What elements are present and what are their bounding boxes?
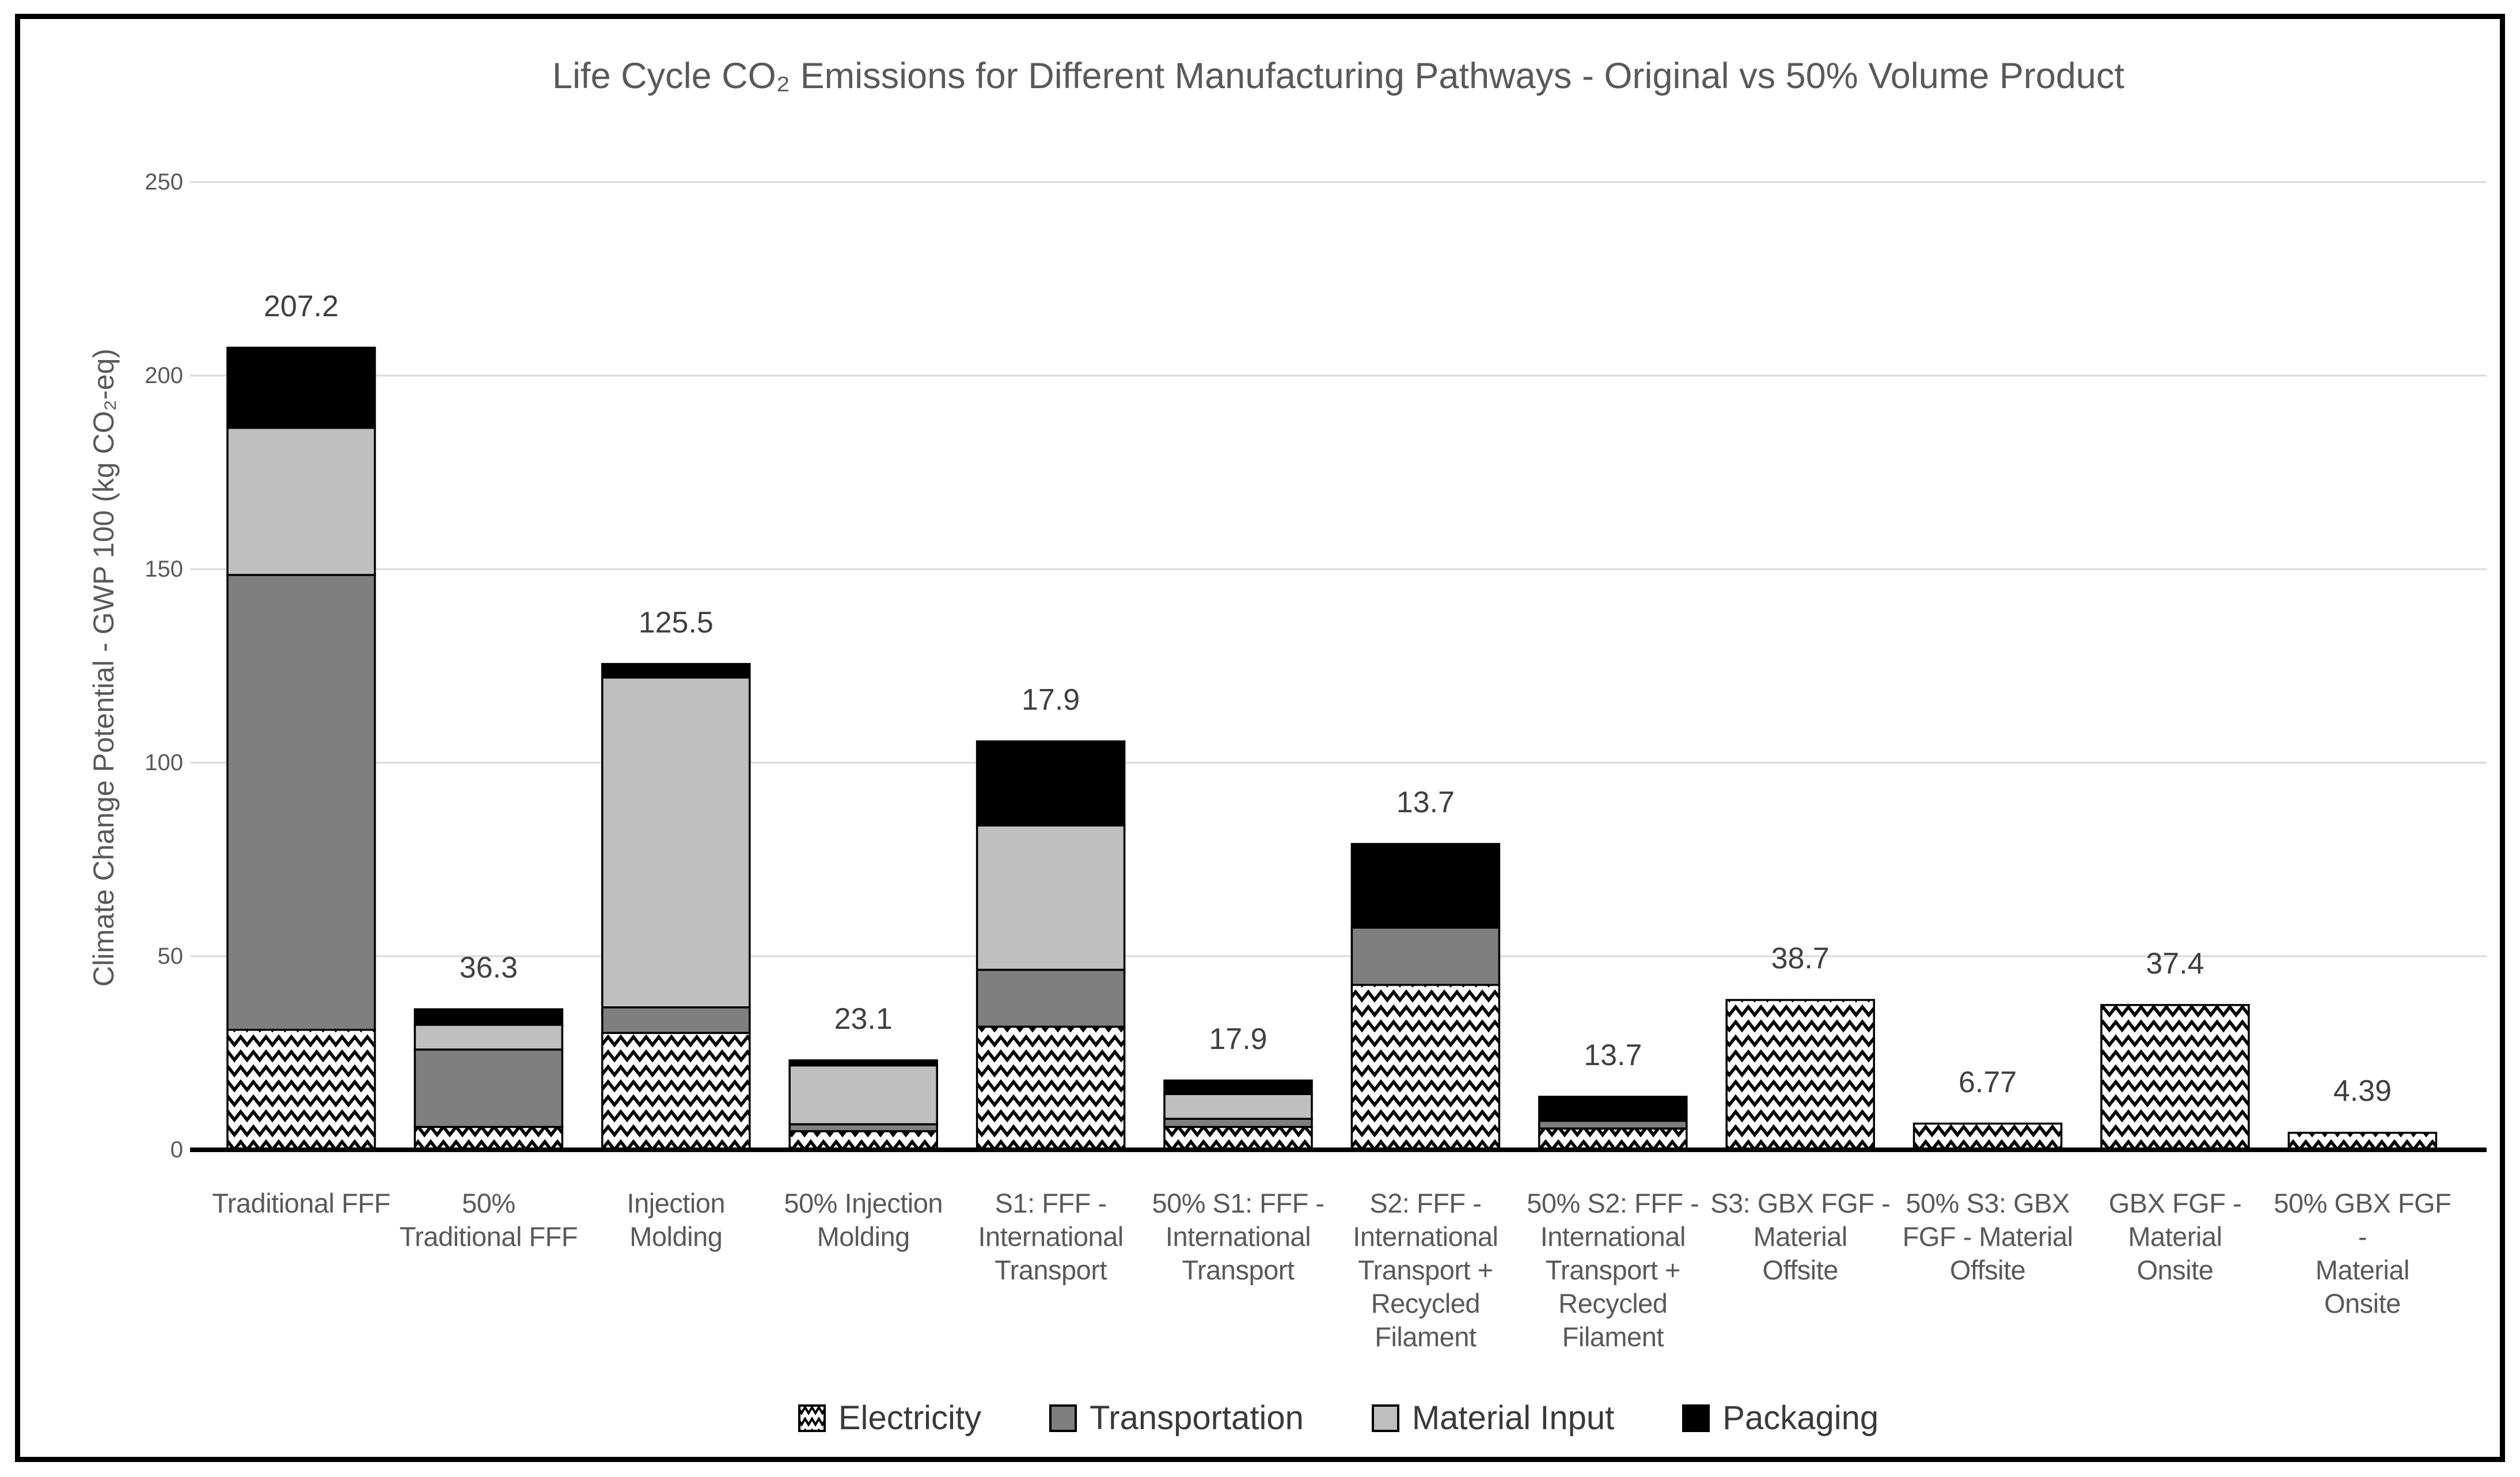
bar-segment-electricity bbox=[1725, 999, 1875, 1151]
category-label: S3: GBX FGF - Material Offsite bbox=[1710, 1188, 1891, 1285]
bar-segment-packaging bbox=[1538, 1096, 1688, 1122]
bar-value-label: 125.5 bbox=[638, 605, 714, 639]
y-tick-label: 250 bbox=[145, 169, 183, 195]
bar-value-label: 17.9 bbox=[1021, 683, 1080, 717]
bar-segment-transportation bbox=[1350, 926, 1501, 986]
bar-segment-transportation bbox=[226, 574, 376, 1031]
legend-item: Packaging bbox=[1682, 1399, 1878, 1437]
category-label: S2: FFF - International Transport + Recy… bbox=[1353, 1188, 1498, 1352]
legend-label: Material Input bbox=[1411, 1399, 1615, 1437]
bars-group bbox=[226, 346, 2438, 1151]
category-label: Traditional FFF bbox=[212, 1188, 390, 1218]
chart-outer-frame bbox=[15, 14, 2505, 1462]
bar-segment-electricity bbox=[788, 1130, 938, 1151]
legend-swatch-packaging bbox=[1682, 1404, 1710, 1432]
category-label: GBX FGF - Material Onsite bbox=[2108, 1188, 2242, 1285]
y-tick-label: 150 bbox=[145, 556, 183, 582]
legend-item: Material Input bbox=[1371, 1399, 1615, 1437]
category-label: 50% Traditional FFF bbox=[399, 1188, 578, 1252]
bar-segment-transportation bbox=[1538, 1119, 1688, 1130]
bar-segment-material-input bbox=[413, 1024, 564, 1051]
bar-value-label: 13.7 bbox=[1584, 1038, 1642, 1072]
bar-segment-electricity bbox=[1912, 1122, 2063, 1151]
category-label: S1: FFF - International Transport bbox=[978, 1188, 1124, 1285]
bar-segment-transportation bbox=[788, 1123, 938, 1133]
bar-segment-electricity bbox=[226, 1028, 376, 1151]
bar-segment-transportation bbox=[1163, 1118, 1313, 1128]
gridlines bbox=[190, 181, 2487, 957]
legend-label: Transportation bbox=[1090, 1399, 1304, 1437]
legend-swatch-transportation bbox=[1049, 1404, 1077, 1432]
legend-swatch-material-input bbox=[1371, 1404, 1399, 1432]
y-tick-label: 100 bbox=[145, 750, 183, 775]
category-label: 50% S3: GBX FGF - Material Offsite bbox=[1902, 1188, 2073, 1285]
category-label: 50% GBX FGF - Material Onsite bbox=[2274, 1188, 2451, 1319]
category-label: Injection Molding bbox=[627, 1188, 726, 1252]
bar-segment-transportation bbox=[413, 1048, 564, 1128]
bar-value-label: 13.7 bbox=[1396, 786, 1455, 820]
bar-value-label: 37.4 bbox=[2146, 946, 2204, 980]
bar-segment-transportation bbox=[601, 1006, 751, 1034]
y-tick-label: 0 bbox=[170, 1137, 183, 1162]
bar-segment-material-input bbox=[226, 426, 376, 576]
bar-segment-electricity bbox=[601, 1032, 751, 1151]
bar-segment-electricity bbox=[1538, 1127, 1688, 1151]
bar-segment-electricity bbox=[413, 1126, 564, 1151]
bar-segment-material-input bbox=[976, 824, 1126, 971]
y-tick-label: 50 bbox=[157, 944, 184, 969]
bar-segment-packaging bbox=[1350, 843, 1501, 929]
bar-value-label: 17.9 bbox=[1209, 1022, 1267, 1056]
bar-segment-material-input bbox=[788, 1064, 938, 1126]
legend: Electricity Transportation Material Input P… bbox=[190, 1399, 2487, 1437]
legend-item: Electricity bbox=[798, 1399, 981, 1437]
category-label: 50% Injection Molding bbox=[784, 1188, 943, 1252]
bar-segment-electricity bbox=[976, 1025, 1126, 1151]
bar-segment-electricity bbox=[2287, 1131, 2438, 1151]
category-label: 50% S1: FFF - International Transport bbox=[1152, 1188, 1324, 1285]
bar-value-label: 23.1 bbox=[834, 1002, 893, 1036]
bar-segment-electricity bbox=[2100, 1003, 2250, 1151]
legend-label: Packaging bbox=[1722, 1399, 1879, 1437]
bar-segment-packaging bbox=[788, 1059, 938, 1067]
bar-segment-electricity bbox=[1163, 1126, 1313, 1151]
bar-segment-packaging bbox=[226, 346, 376, 429]
bar-segment-packaging bbox=[976, 740, 1126, 827]
bar-segment-packaging bbox=[1163, 1079, 1313, 1095]
bar-value-label: 36.3 bbox=[459, 951, 518, 985]
chart-title: Life Cycle CO₂ Emissions for Different M… bbox=[552, 56, 2124, 96]
legend-item: Transportation bbox=[1049, 1399, 1304, 1437]
bar-segment-packaging bbox=[601, 662, 751, 679]
bar-segment-material-input bbox=[601, 676, 751, 1009]
y-tick-label: 200 bbox=[145, 363, 183, 388]
category-label: 50% S2: FFF - International Transport + … bbox=[1527, 1188, 1699, 1352]
legend-label: Electricity bbox=[838, 1399, 982, 1437]
bar-value-label: 207.2 bbox=[263, 289, 339, 323]
bar-segment-transportation bbox=[976, 968, 1126, 1028]
bar-value-label: 38.7 bbox=[1771, 941, 1830, 975]
bar-segment-electricity bbox=[1350, 983, 1501, 1151]
legend-swatch-electricity bbox=[798, 1404, 826, 1432]
bar-segment-packaging bbox=[413, 1008, 564, 1026]
bar-value-label: 4.39 bbox=[2333, 1074, 2392, 1108]
bar-segment-material-input bbox=[1163, 1093, 1313, 1120]
bar-value-label: 6.77 bbox=[1958, 1065, 2017, 1099]
